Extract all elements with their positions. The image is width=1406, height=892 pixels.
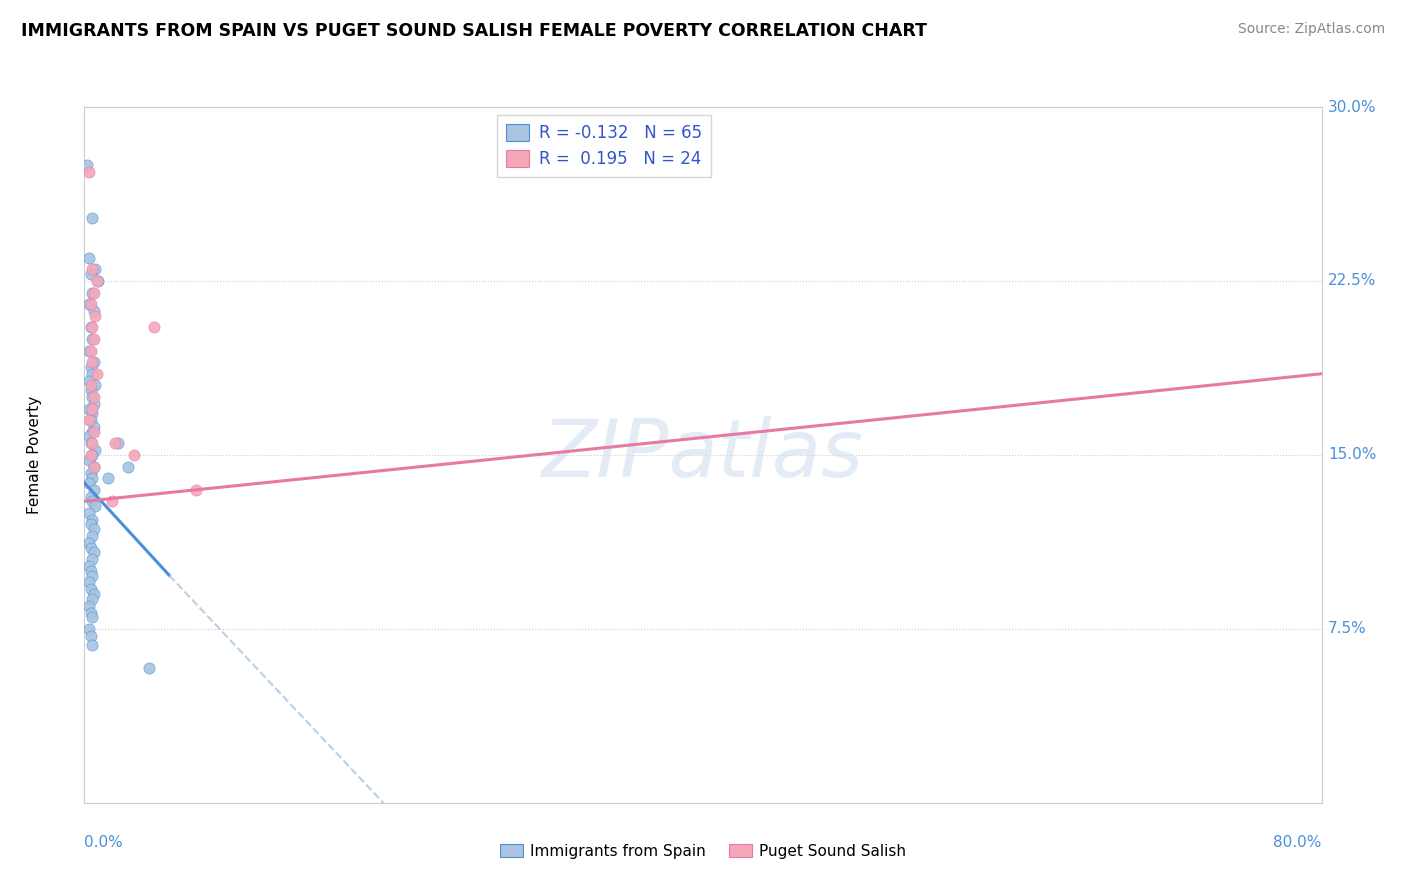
Point <box>79 564 101 578</box>
Point <box>87 274 110 288</box>
Point <box>79 320 101 334</box>
Point <box>79 343 101 358</box>
Point <box>79 541 101 555</box>
Point <box>143 320 166 334</box>
Point <box>84 378 107 392</box>
Point <box>82 471 104 485</box>
Point <box>77 622 100 636</box>
Point <box>79 359 101 374</box>
Point <box>117 459 139 474</box>
Point <box>79 629 101 643</box>
Point <box>83 459 105 474</box>
Point <box>79 436 101 450</box>
Text: 15.0%: 15.0% <box>1327 448 1376 462</box>
Point <box>83 522 105 536</box>
Point <box>82 638 104 652</box>
Point <box>82 529 104 543</box>
Point <box>77 343 100 358</box>
Point <box>83 420 105 434</box>
Point <box>82 367 104 381</box>
Point <box>83 285 105 300</box>
Point <box>122 448 145 462</box>
Point <box>79 297 101 311</box>
Point <box>77 297 100 311</box>
Point <box>83 545 105 559</box>
Point <box>82 568 104 582</box>
Point <box>83 332 105 346</box>
Point <box>82 262 104 277</box>
Point <box>83 390 105 404</box>
Point <box>101 494 124 508</box>
Point <box>104 436 127 450</box>
Point <box>83 425 105 439</box>
Point <box>79 413 101 427</box>
Point <box>86 274 108 288</box>
Point <box>77 251 100 265</box>
Point <box>77 374 100 388</box>
Point <box>83 397 105 411</box>
Legend: Immigrants from Spain, Puget Sound Salish: Immigrants from Spain, Puget Sound Salis… <box>494 838 912 864</box>
Point <box>77 575 100 590</box>
Point <box>83 304 105 318</box>
Point <box>77 165 100 179</box>
Point <box>96 471 118 485</box>
Point <box>86 367 108 381</box>
Point <box>79 490 101 504</box>
Point <box>77 413 100 427</box>
Point <box>83 587 105 601</box>
Point <box>84 309 107 323</box>
Point <box>82 320 104 334</box>
Point <box>76 158 98 172</box>
Text: 0.0%: 0.0% <box>84 836 124 850</box>
Point <box>82 401 104 416</box>
Point <box>82 610 104 624</box>
Point <box>82 448 104 462</box>
Point <box>82 591 104 606</box>
Point <box>77 536 100 550</box>
Point <box>79 517 101 532</box>
Text: Female Poverty: Female Poverty <box>27 396 42 514</box>
Text: 30.0%: 30.0% <box>1327 100 1376 114</box>
Point <box>107 436 129 450</box>
Point <box>82 436 104 450</box>
Point <box>77 475 100 490</box>
Point <box>79 606 101 620</box>
Point <box>77 401 100 416</box>
Point <box>83 459 105 474</box>
Point <box>83 355 105 369</box>
Point <box>79 267 101 281</box>
Point <box>82 425 104 439</box>
Point <box>77 506 100 520</box>
Point <box>138 661 160 675</box>
Point <box>82 513 104 527</box>
Point <box>79 378 101 392</box>
Point <box>84 443 107 458</box>
Point <box>84 499 107 513</box>
Point <box>82 406 104 420</box>
Point <box>82 552 104 566</box>
Point <box>79 448 101 462</box>
Point <box>79 582 101 597</box>
Point <box>82 332 104 346</box>
Point <box>82 211 104 226</box>
Point <box>77 452 100 467</box>
Point <box>184 483 207 497</box>
Text: Source: ZipAtlas.com: Source: ZipAtlas.com <box>1237 22 1385 37</box>
Point <box>79 383 101 397</box>
Point <box>82 390 104 404</box>
Point <box>84 262 107 277</box>
Point <box>82 285 104 300</box>
Point <box>77 599 100 613</box>
Point <box>82 355 104 369</box>
Text: 7.5%: 7.5% <box>1327 622 1367 636</box>
Point <box>77 559 100 574</box>
Text: 22.5%: 22.5% <box>1327 274 1376 288</box>
Point <box>79 467 101 481</box>
Text: ZIPatlas: ZIPatlas <box>541 416 865 494</box>
Point <box>83 483 105 497</box>
Text: IMMIGRANTS FROM SPAIN VS PUGET SOUND SALISH FEMALE POVERTY CORRELATION CHART: IMMIGRANTS FROM SPAIN VS PUGET SOUND SAL… <box>21 22 927 40</box>
Text: 80.0%: 80.0% <box>1274 836 1322 850</box>
Point <box>82 494 104 508</box>
Point <box>77 429 100 443</box>
